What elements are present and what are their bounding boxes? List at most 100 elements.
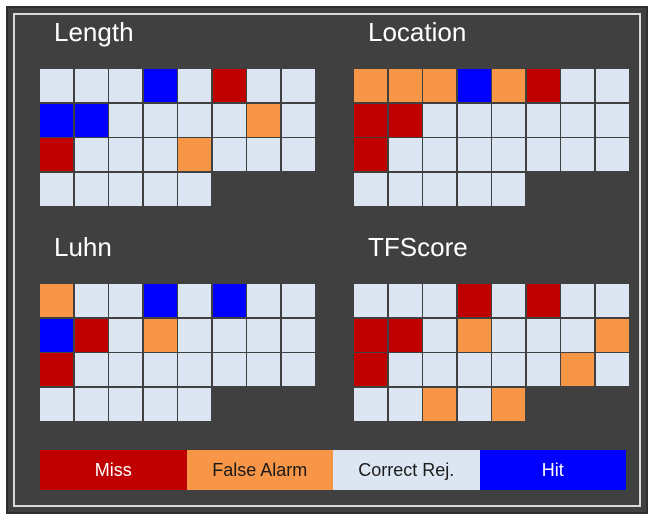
cell-correct-rej (561, 138, 594, 171)
cell-false-alarm (143, 318, 177, 352)
cell-correct-rej (247, 284, 280, 317)
cell-correct-rej (109, 138, 142, 171)
cell-correct-rej (281, 103, 315, 137)
panel-title: TFScore (368, 232, 468, 262)
cell-correct-rej (247, 318, 280, 352)
cell-correct-rej (561, 284, 594, 317)
cell-correct-rej (178, 172, 211, 206)
panel-title: Length (54, 17, 134, 47)
cell-correct-rej (212, 318, 246, 352)
cell-correct-rej (388, 172, 422, 206)
cell-empty (247, 388, 280, 421)
cell-correct-rej (526, 103, 560, 137)
cell-false-alarm (178, 138, 211, 171)
cell-correct-rej (281, 284, 315, 317)
cell-correct-rej (492, 103, 525, 137)
cell-correct-rej (423, 138, 456, 171)
legend-correct-rej: Correct Rej. (333, 450, 480, 490)
cell-correct-rej (354, 284, 387, 317)
cell-empty (282, 388, 315, 421)
cell-correct-rej (178, 103, 211, 137)
cell-miss (74, 318, 108, 352)
legend-hit: Hit (479, 450, 626, 490)
cell-empty (213, 388, 246, 421)
cell-correct-rej (109, 172, 142, 206)
cell-correct-rej (595, 284, 629, 317)
cell-correct-rej (143, 103, 177, 137)
cell-correct-rej (109, 387, 142, 421)
cell-correct-rej (281, 138, 315, 171)
cell-correct-rej (354, 387, 387, 421)
cell-miss (526, 69, 560, 102)
cell-correct-rej (457, 387, 491, 421)
cell-empty (247, 173, 280, 206)
cell-empty (596, 388, 629, 421)
cell-miss (354, 103, 387, 137)
cell-miss (354, 318, 387, 352)
cell-correct-rej (109, 103, 142, 137)
cell-correct-rej (388, 387, 422, 421)
cell-false-alarm (40, 284, 73, 317)
cell-false-alarm (492, 69, 525, 102)
cell-correct-rej (457, 138, 491, 171)
cell-correct-rej (281, 318, 315, 352)
cell-correct-rej (74, 138, 108, 171)
legend: Miss False Alarm Correct Rej. Hit (40, 450, 626, 490)
cell-correct-rej (281, 69, 315, 102)
cell-correct-rej (423, 353, 456, 386)
panel-title: Location (368, 17, 467, 47)
cell-empty (527, 388, 560, 421)
cell-correct-rej (492, 353, 525, 386)
cell-miss (40, 353, 73, 386)
cell-grid (40, 69, 315, 206)
cell-correct-rej (74, 284, 108, 317)
cell-correct-rej (178, 353, 211, 386)
cell-correct-rej (595, 69, 629, 102)
cell-false-alarm (247, 103, 280, 137)
cell-correct-rej (143, 138, 177, 171)
cell-correct-rej (388, 284, 422, 317)
cell-empty (527, 173, 560, 206)
cell-correct-rej (74, 69, 108, 102)
cell-hit (40, 103, 73, 137)
cell-empty (213, 173, 246, 206)
panel-title: Luhn (54, 232, 112, 262)
cell-empty (596, 173, 629, 206)
cell-correct-rej (178, 69, 211, 102)
cell-correct-rej (354, 172, 387, 206)
cell-miss (354, 353, 387, 386)
cell-miss (40, 138, 73, 171)
cell-false-alarm (388, 69, 422, 102)
cell-correct-rej (247, 138, 280, 171)
cell-correct-rej (595, 353, 629, 386)
cell-false-alarm (423, 69, 456, 102)
cell-correct-rej (595, 103, 629, 137)
cell-correct-rej (143, 172, 177, 206)
cell-correct-rej (561, 103, 594, 137)
cell-correct-rej (457, 353, 491, 386)
cell-correct-rej (423, 172, 456, 206)
cell-correct-rej (40, 69, 73, 102)
cell-correct-rej (212, 353, 246, 386)
cell-correct-rej (143, 387, 177, 421)
cell-false-alarm (457, 318, 491, 352)
cell-correct-rej (178, 318, 211, 352)
cell-miss (388, 103, 422, 137)
cell-hit (74, 103, 108, 137)
cell-correct-rej (109, 353, 142, 386)
cell-correct-rej (143, 353, 177, 386)
cell-miss (526, 284, 560, 317)
cell-empty (561, 388, 594, 421)
cell-correct-rej (526, 353, 560, 386)
cell-correct-rej (74, 172, 108, 206)
figure-frame: Length Location Luhn TFScore Miss False … (6, 6, 648, 514)
cell-correct-rej (247, 353, 280, 386)
cell-correct-rej (109, 318, 142, 352)
cell-correct-rej (492, 172, 525, 206)
cell-correct-rej (74, 387, 108, 421)
cell-correct-rej (595, 138, 629, 171)
cell-correct-rej (281, 353, 315, 386)
cell-correct-rej (492, 138, 525, 171)
cell-hit (143, 69, 177, 102)
cell-correct-rej (457, 103, 491, 137)
